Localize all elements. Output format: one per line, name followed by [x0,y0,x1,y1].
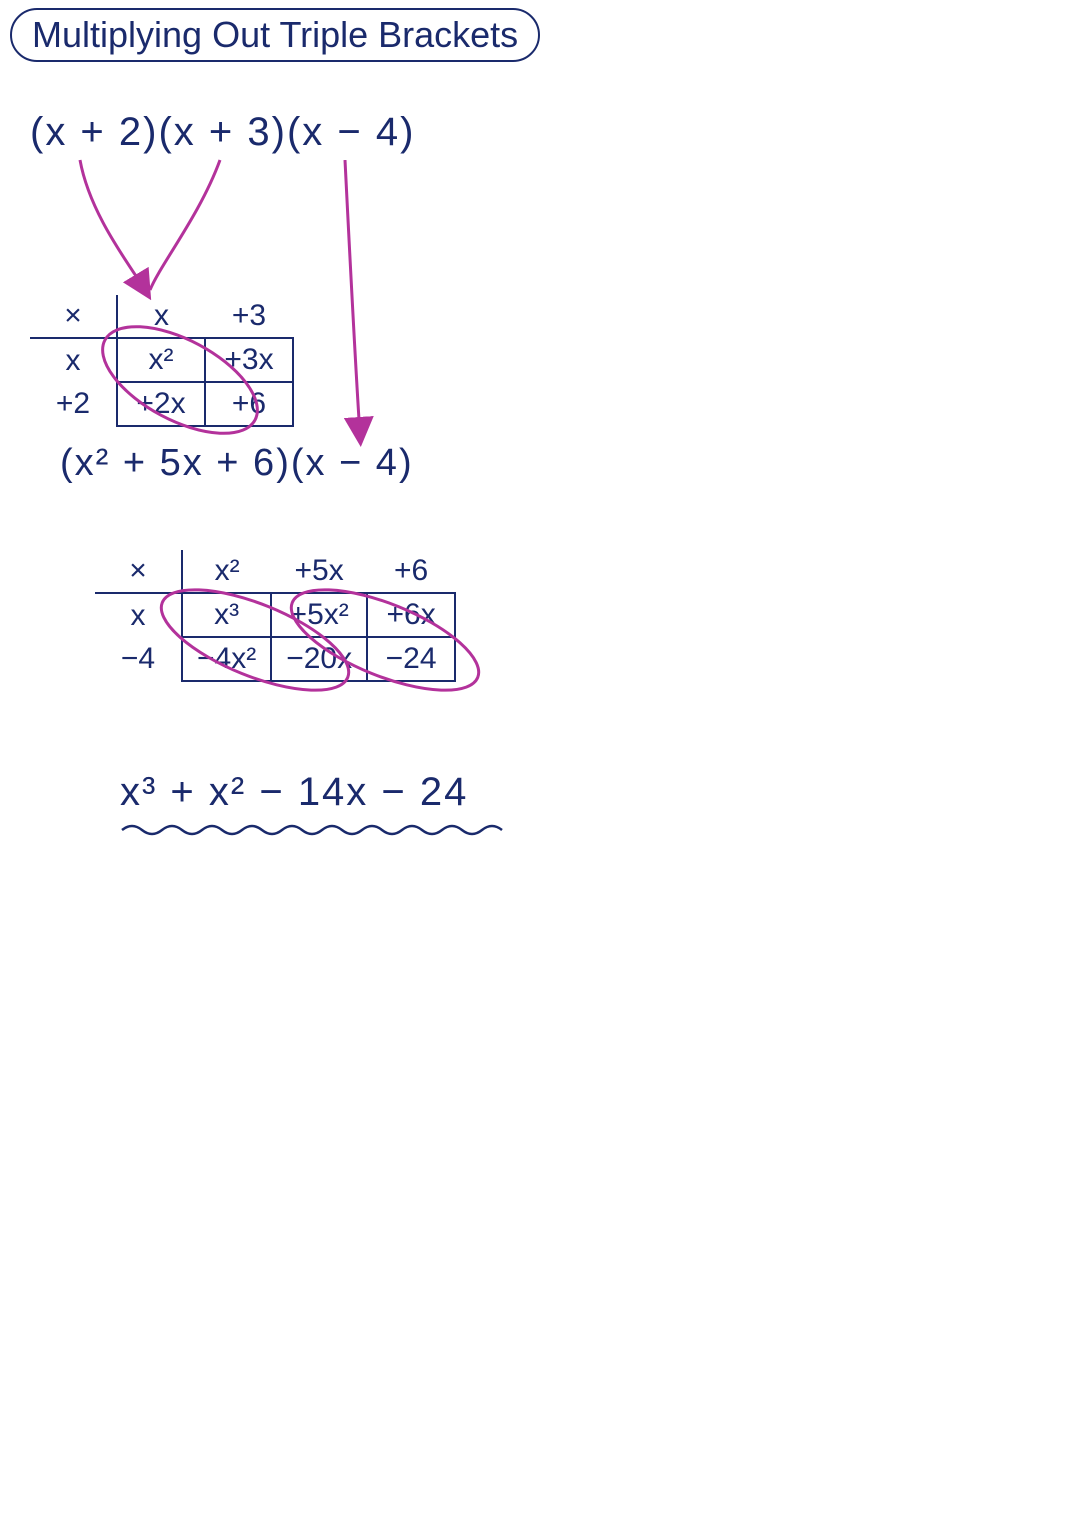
problem-expression: (x + 2)(x + 3)(x − 4) [30,110,415,155]
step2-expression: (x² + 5x + 6)(x − 4) [60,442,414,485]
page-title: Multiplying Out Triple Brackets [10,8,540,62]
grid1-cell-0-0: x² [117,338,205,382]
grid2-cell-1-1: −20x [271,637,367,681]
grid2-cell-0-2: +6x [367,593,455,637]
grid1-corner: × [30,295,117,338]
grid2-colhead-1: +5x [271,550,367,593]
grid1-cell-0-1: +3x [205,338,293,382]
grid1-table: × x +3 x x² +3x +2 +2x +6 [30,295,294,427]
answer-underline-icon [120,822,520,842]
grid2-colhead-0: x² [182,550,271,593]
grid2-cell-0-0: x³ [182,593,271,637]
grid2-cell-0-1: +5x² [271,593,367,637]
grid1-colhead-1: +3 [205,295,293,338]
multiplication-grid-1: × x +3 x x² +3x +2 +2x +6 [30,295,294,427]
grid1-cell-1-0: +2x [117,382,205,426]
multiplication-grid-2: × x² +5x +6 x x³ +5x² +6x −4 −4x² −20x −… [95,550,456,682]
grid2-corner: × [95,550,182,593]
final-answer: x³ + x² − 14x − 24 [120,770,468,815]
arrow-to-step2-icon [300,160,420,450]
grid2-cell-1-0: −4x² [182,637,271,681]
grid2-rowhead-0: x [95,593,182,637]
grid2-rowhead-1: −4 [95,637,182,681]
title-cloud: Multiplying Out Triple Brackets [10,8,540,62]
grid1-rowhead-0: x [30,338,117,382]
grid1-colhead-0: x [117,295,205,338]
grid1-rowhead-1: +2 [30,382,117,426]
arrow-to-grid1-icon [30,155,290,305]
grid2-colhead-2: +6 [367,550,455,593]
grid2-table: × x² +5x +6 x x³ +5x² +6x −4 −4x² −20x −… [95,550,456,682]
grid1-cell-1-1: +6 [205,382,293,426]
page: Multiplying Out Triple Brackets (x + 2)(… [0,0,1080,1525]
grid2-cell-1-2: −24 [367,637,455,681]
